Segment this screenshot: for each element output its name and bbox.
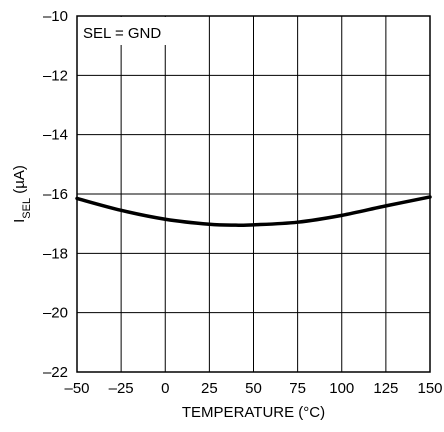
annotation-background — [78, 17, 167, 45]
y-tick-label: –22 — [43, 364, 68, 381]
y-tick-label: –10 — [43, 8, 68, 25]
x-tick-label: 50 — [245, 380, 262, 397]
x-tick-label: 100 — [329, 380, 354, 397]
x-axis-label: TEMPERATURE (°C) — [182, 404, 325, 421]
x-tick-label: 25 — [201, 380, 218, 397]
y-tick-label: –12 — [43, 67, 68, 84]
y-tick-label: –14 — [43, 127, 68, 144]
x-tick-label: 75 — [289, 380, 306, 397]
y-tick-label: –18 — [43, 245, 68, 262]
x-tick-labels: –50 –25 0 25 50 75 100 125 150 — [64, 380, 442, 397]
y-tick-label: –16 — [43, 186, 68, 203]
y-axis-label-unit: (µA) — [11, 165, 28, 198]
x-tick-label: –25 — [109, 380, 134, 397]
y-axis-label-main: I — [11, 219, 28, 223]
y-tick-label: –20 — [43, 305, 68, 322]
x-tick-label: 150 — [417, 380, 442, 397]
series-line — [75, 195, 432, 227]
x-tick-label: 0 — [161, 380, 169, 397]
y-axis-label-subscript: SEL — [21, 198, 33, 219]
annotation-sel-gnd: SEL = GND — [83, 25, 161, 42]
plot-frame — [76, 15, 431, 373]
y-tick-labels: –10 –12 –14 –16 –18 –20 –22 — [43, 8, 68, 381]
grid — [76, 15, 431, 373]
y-axis-label: ISEL (µA) — [11, 165, 33, 223]
x-tick-label: –50 — [64, 380, 89, 397]
x-tick-label: 125 — [373, 380, 398, 397]
